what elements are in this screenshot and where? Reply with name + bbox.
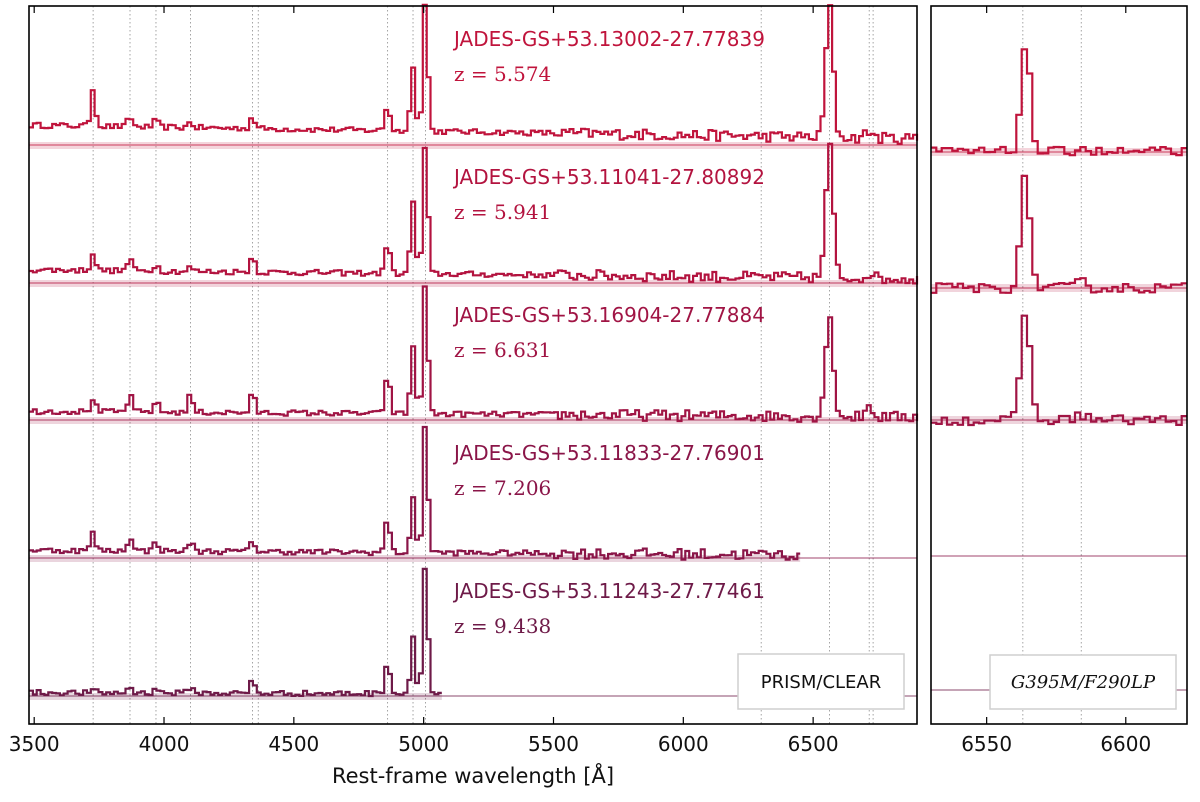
- error-band: [931, 148, 1187, 156]
- x-tick-label: 6600: [1100, 732, 1151, 756]
- x-axis-label: Rest-frame wavelength [Å]: [332, 762, 614, 788]
- right-spectra: [931, 48, 1187, 691]
- spectrum-line: [29, 142, 919, 285]
- hires-spectrum-line: [931, 48, 1187, 157]
- left-spectra: [29, 3, 919, 700]
- redshift-label: z = 5.574: [454, 62, 551, 86]
- redshift-label: z = 7.206: [454, 476, 551, 500]
- right-panel: 6550 6600 G395M/F290LP: [930, 5, 1188, 756]
- x-tick-label: 6550: [961, 732, 1012, 756]
- object-name-label: JADES-GS+53.11041-27.80892: [452, 165, 765, 189]
- left-instrument-box: PRISM/CLEAR: [737, 653, 905, 710]
- spectrum-line: [29, 567, 442, 698]
- x-tick-label: 4500: [268, 732, 319, 756]
- object-name-label: JADES-GS+53.13002-27.77839: [452, 27, 765, 51]
- hires-spectrum-2: [931, 174, 1187, 294]
- spectrum-line: [29, 285, 919, 423]
- instrument-box-frame: [737, 653, 905, 710]
- x-tick-label: 6500: [788, 732, 839, 756]
- error-band: [931, 284, 1187, 292]
- instrument-box-label: PRISM/CLEAR: [761, 672, 881, 693]
- spectrum-2: [29, 142, 919, 287]
- x-tick-label: 4000: [139, 732, 190, 756]
- left-panel: 3500 4000 4500 5000 5500 6000 6500 JADES-GS+53…: [9, 3, 919, 788]
- spectrum-4: [29, 425, 917, 562]
- right-x-axis: 6550 6600: [961, 6, 1151, 756]
- object-name-label: JADES-GS+53.16904-27.77884: [452, 303, 765, 327]
- redshift-label: z = 6.631: [454, 338, 551, 362]
- x-tick-label: 6000: [658, 732, 709, 756]
- grating-box-label: G395M/F290LP: [1011, 672, 1156, 693]
- hires-spectrum-1: [931, 48, 1187, 157]
- hires-spectrum-line: [931, 174, 1187, 294]
- spectrum-line: [29, 3, 919, 145]
- left-panel-frame: [28, 5, 918, 725]
- hires-spectrum-line: [931, 314, 1187, 427]
- hires-spectrum-3: [931, 314, 1187, 427]
- x-tick-label: 5000: [398, 732, 449, 756]
- left-object-labels: JADES-GS+53.13002-27.77839 z = 5.574 JADES…: [452, 27, 765, 638]
- right-panel-frame: [930, 5, 1188, 725]
- spectrum-1: [29, 3, 919, 149]
- x-tick-label: 5500: [528, 732, 579, 756]
- spectrum-line: [29, 425, 801, 561]
- x-tick-label: 3500: [9, 732, 60, 756]
- grating-box-frame: [989, 654, 1177, 710]
- right-instrument-box: G395M/F290LP: [989, 654, 1177, 710]
- object-name-label: JADES-GS+53.11243-27.77461: [452, 579, 765, 603]
- spectrum-3: [29, 285, 919, 424]
- object-name-label: JADES-GS+53.11833-27.76901: [452, 441, 765, 465]
- redshift-label: z = 9.438: [454, 614, 551, 638]
- left-x-axis: 3500 4000 4500 5000 5500 6000 6500: [9, 6, 839, 756]
- redshift-label: z = 5.941: [454, 200, 551, 224]
